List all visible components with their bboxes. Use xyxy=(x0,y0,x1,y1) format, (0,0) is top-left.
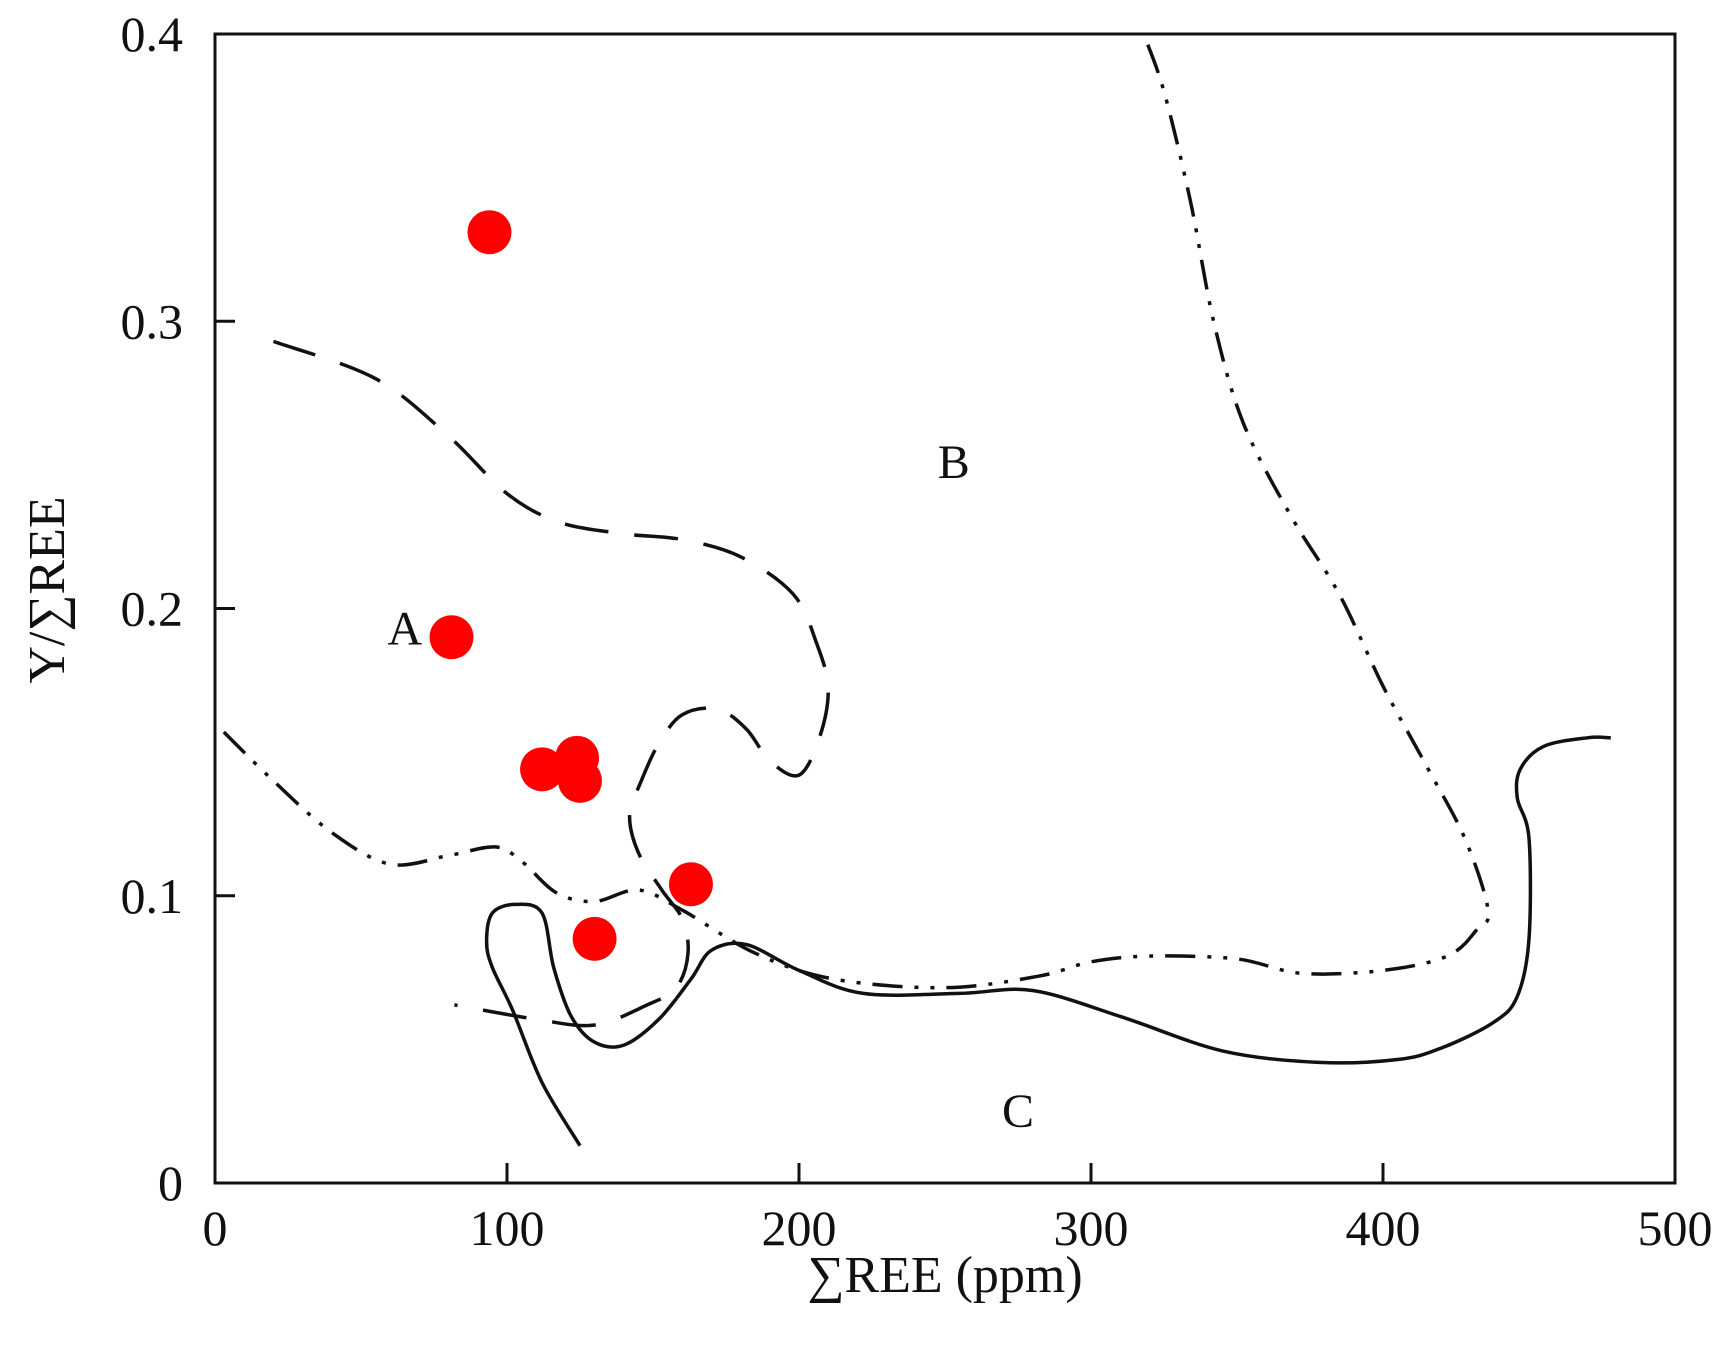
region-label-b: B xyxy=(938,436,970,489)
y-tick-label: 0.1 xyxy=(121,868,184,924)
y-tick-label: 0.2 xyxy=(121,581,184,637)
y-tick-label: 0.4 xyxy=(121,6,184,62)
solid-boundary xyxy=(484,735,1611,1147)
region-labels: A B C xyxy=(387,436,1034,1138)
region-label-c: C xyxy=(1002,1085,1034,1138)
data-point xyxy=(558,758,602,803)
y-axis-title: Y/∑REE xyxy=(19,496,76,683)
region-boundaries xyxy=(222,33,1611,1147)
x-tick-label: 300 xyxy=(1054,1200,1129,1256)
dash-dot-dot-boundary xyxy=(222,33,1491,990)
region-label-a: A xyxy=(387,603,422,656)
plot-frame xyxy=(213,32,1677,1185)
dashed-boundary xyxy=(272,339,830,1028)
x-tick-label: 0 xyxy=(203,1200,228,1256)
y-tick-label: 0.3 xyxy=(121,293,184,349)
data-points xyxy=(429,210,713,961)
y-tick-label: 0 xyxy=(158,1155,183,1211)
data-point xyxy=(572,916,617,961)
data-point xyxy=(467,210,512,255)
x-tick-label: 400 xyxy=(1346,1200,1421,1256)
data-point xyxy=(520,747,565,792)
x-tick-label: 200 xyxy=(762,1200,837,1256)
axis-ticks: 0 100 200 300 400 500 0 0.1 0.2 0.3 0.4 xyxy=(121,6,1713,1256)
data-point xyxy=(429,615,474,660)
data-point xyxy=(668,862,713,907)
x-axis-title: ∑REE (ppm) xyxy=(807,1247,1082,1304)
x-tick-label: 500 xyxy=(1638,1200,1713,1256)
x-tick-label: 100 xyxy=(470,1200,545,1256)
